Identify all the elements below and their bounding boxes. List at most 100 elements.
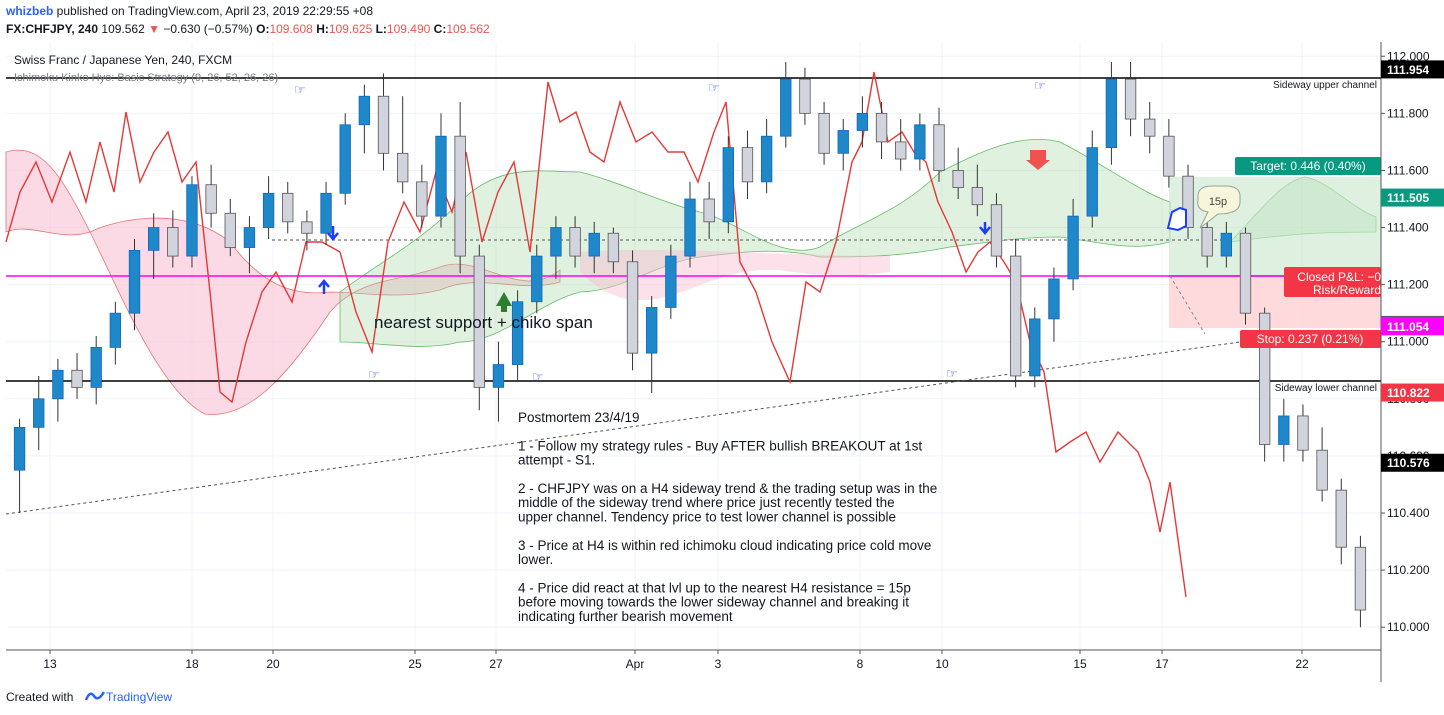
pointing-hand-icon: ☞ — [532, 369, 544, 384]
bullish-candle — [646, 307, 658, 354]
bearish-candle — [1124, 78, 1137, 120]
bearish-candle — [282, 192, 294, 223]
price-chart[interactable]: ☞ ☞ ☞ ☞ ☞ ☞ 15p Sideway upper channel Si… — [0, 42, 1444, 682]
bullish-candle — [550, 227, 562, 257]
pointing-hand-icon: ☞ — [1034, 78, 1046, 93]
bearish-candle — [1354, 546, 1367, 611]
bullish-candle — [320, 192, 332, 234]
bearish-candle — [703, 198, 715, 223]
price-marker-label: 111.054 — [1387, 320, 1429, 334]
open-value: 109.608 — [269, 22, 313, 36]
footer: Created with TradingView — [0, 683, 1444, 715]
bearish-candle — [71, 369, 83, 388]
close-value: 109.562 — [446, 22, 490, 36]
postmortem-line: 4 - Price did react at that lvl up to th… — [518, 580, 911, 595]
bearish-candle — [1258, 312, 1271, 445]
bullish-candle — [780, 78, 792, 137]
arrow-up-icon — [318, 279, 330, 294]
bullish-candle — [511, 301, 524, 365]
bearish-candle — [990, 204, 1003, 257]
arrow-down-icon — [979, 222, 991, 235]
bullish-candle — [33, 398, 45, 428]
candles — [13, 61, 1367, 628]
postmortem-line: middle of the sideway trend where price … — [518, 495, 895, 510]
price-marker-label: 111.505 — [1387, 191, 1429, 205]
author-link[interactable]: whizbeb — [6, 4, 54, 18]
bearish-candle — [1182, 175, 1194, 228]
bearish-candle — [933, 124, 945, 171]
bearish-candle — [167, 227, 179, 257]
target-label-box: Target: 0.446 (0.40%) — [1235, 157, 1381, 175]
bullish-candle — [588, 232, 600, 257]
lower-channel-label: Sideway lower channel — [1275, 383, 1377, 394]
bullish-candle — [186, 184, 198, 257]
bearish-candle — [895, 141, 907, 160]
down-arrow-icon: ▼ — [148, 22, 161, 36]
symbol-line: FX:CHFJPY, 240 109.562 ▼ −0.630 (−0.57%)… — [6, 22, 490, 36]
bearish-candle — [416, 181, 428, 217]
bullish-candle — [358, 95, 371, 126]
price-axis[interactable]: 112.000 111.800 111.600 111.400 111.200 111.0… — [1381, 49, 1444, 634]
price-tick-label: 110.200 — [1387, 563, 1430, 577]
publish-line: whizbeb published on TradingView.com, Ap… — [6, 4, 373, 18]
time-tick-label: 20 — [266, 657, 280, 671]
pointing-hand-icon: ☞ — [946, 366, 958, 381]
bullish-candle — [837, 130, 849, 154]
bullish-candle — [435, 135, 447, 217]
bullish-candle — [856, 112, 869, 131]
arrow-down-icon — [327, 226, 339, 241]
bullish-candle — [1220, 232, 1233, 257]
price-marker — [1381, 188, 1444, 207]
price-tick-label: 112.000 — [1387, 49, 1430, 63]
time-tick-label: 3 — [715, 657, 722, 671]
price-marker-label: 111.954 — [1387, 63, 1429, 77]
bearish-candle — [473, 255, 485, 388]
indicator-title: Ichimoku Kinko Hyo: Basic Strategy (9, 2… — [14, 72, 278, 84]
time-tick-label: 15 — [1073, 657, 1087, 671]
created-with-label: Created with — [6, 690, 74, 704]
pointing-hand-icon: ☞ — [368, 367, 380, 382]
bearish-candle — [741, 147, 754, 183]
time-tick-label: Apr — [626, 657, 645, 671]
postmortem-line: 1 - Follow my strategy rules - Buy AFTER… — [518, 438, 922, 453]
price-marker — [1381, 317, 1444, 336]
price-tick-label: 111.600 — [1387, 163, 1429, 177]
bullish-candle — [665, 255, 677, 308]
price-change: −0.630 (−0.57%) — [163, 22, 253, 36]
bullish-candle — [1105, 78, 1118, 149]
postmortem-line: 2 - CHFJPY was on a H4 sideway trend & t… — [518, 481, 937, 496]
chart-area[interactable]: ☞ ☞ ☞ ☞ ☞ ☞ 15p Sideway upper channel Si… — [0, 42, 1444, 682]
bullish-candle — [1029, 318, 1041, 377]
bearish-candle — [1239, 232, 1252, 314]
time-tick-label: 17 — [1155, 657, 1169, 671]
time-tick-label: 13 — [43, 657, 57, 671]
low-value: 109.490 — [386, 22, 431, 36]
stop-label-box: Stop: 0.237 (0.21%) — [1240, 330, 1381, 348]
bubble-label: 15p — [1209, 196, 1227, 208]
bullish-candle — [684, 198, 696, 257]
time-tick-label: 27 — [489, 657, 503, 671]
bearish-candle — [1316, 449, 1328, 491]
closed-pl-box: Closed P&L: −0 Risk/Reward — [1284, 267, 1381, 297]
postmortem-line: before moving towards the lower sideway … — [518, 595, 909, 610]
time-axis[interactable]: 13 18 20 25 27 Apr 3 8 10 15 17 22 — [43, 650, 1309, 671]
price-marker-label: 110.576 — [1387, 456, 1430, 470]
postmortem-line: Postmortem 23/4/19 — [518, 410, 640, 425]
price-tick-label: 111.400 — [1387, 221, 1429, 235]
last-price: 109.562 — [101, 22, 145, 36]
bearish-candle — [875, 112, 888, 143]
tradingview-logo-icon — [84, 686, 106, 707]
target-label: Target: 0.446 (0.40%) — [1250, 159, 1365, 173]
bearish-candle — [397, 152, 409, 183]
hand-pointer-icon — [1166, 206, 1187, 232]
bullish-candle — [243, 227, 256, 248]
bearish-candle — [205, 184, 217, 214]
price-tick-label: 110.400 — [1387, 506, 1430, 520]
price-marker-label: 110.822 — [1387, 386, 1430, 400]
bullish-candle — [262, 192, 275, 228]
bullish-candle — [1067, 215, 1079, 280]
bullish-candle — [1278, 415, 1290, 445]
tradingview-brand-link[interactable]: TradingView — [106, 690, 173, 704]
close-label: C: — [433, 22, 447, 36]
postmortem-note: Postmortem 23/4/19 1 - Follow my strategy… — [518, 410, 937, 624]
